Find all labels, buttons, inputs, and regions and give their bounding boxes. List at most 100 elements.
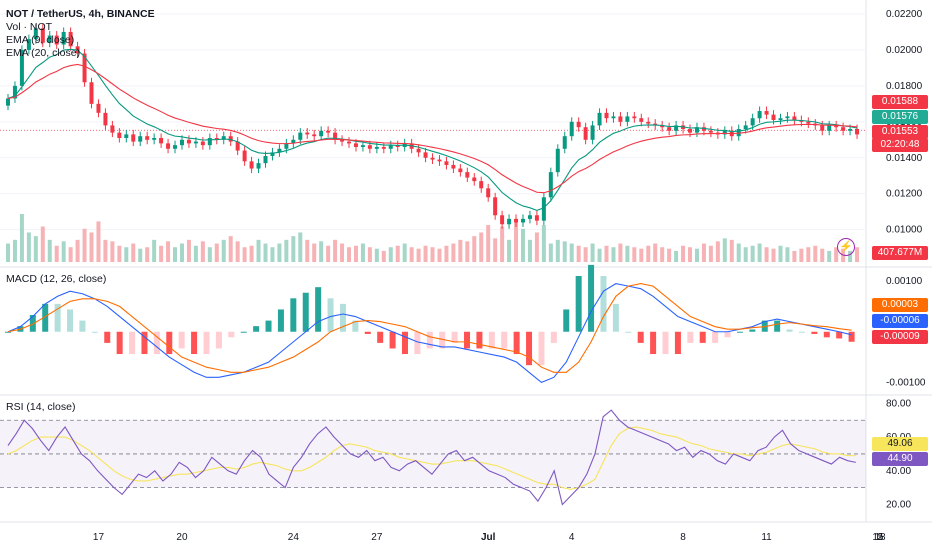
candle-body (353, 143, 358, 147)
macd-histogram-bar (612, 303, 619, 332)
macd-histogram-bar (774, 320, 781, 332)
volume-bar (701, 243, 706, 262)
candle-body (527, 215, 532, 219)
volume-bar (527, 239, 532, 262)
macd-histogram-bar (166, 331, 173, 355)
volume-bar (186, 239, 191, 262)
candle-body (736, 129, 741, 137)
volume-bar (47, 239, 52, 262)
macd-histogram-bar (339, 303, 346, 332)
candle-body (827, 125, 832, 131)
macd-histogram-bar (91, 331, 98, 333)
x-tick-label: 4 (569, 532, 575, 543)
candle-body (360, 145, 365, 147)
volume-bar (402, 243, 407, 262)
macd-signal-tag: 0.00003 (872, 298, 928, 312)
candle-body (284, 143, 289, 149)
x-tick-label: 11 (761, 532, 772, 543)
candle-body (472, 177, 477, 182)
volume-bar (848, 250, 853, 262)
candle-body (312, 134, 317, 137)
volume-bar (277, 243, 282, 262)
volume-bar (771, 248, 776, 262)
volume-bar (520, 228, 525, 262)
candle-body (40, 28, 45, 43)
volume-legend: Vol · NOT (6, 21, 53, 33)
candle-body (708, 130, 713, 133)
volume-bar (305, 239, 310, 262)
rsi-tick-label: 80.00 (886, 398, 911, 409)
candle-body (374, 146, 379, 149)
macd-histogram-bar (191, 331, 198, 355)
macd-histogram-bar (414, 331, 421, 355)
x-tick-label: 20 (176, 532, 188, 543)
macd-histogram-bar (215, 331, 222, 349)
candle-body (214, 137, 219, 140)
macd-line-tag: -0.00006 (872, 314, 928, 328)
volume-bar (722, 238, 727, 262)
candle-body (26, 39, 31, 50)
candle-body (688, 129, 693, 133)
volume-bar (757, 243, 762, 262)
volume-bar (458, 239, 463, 262)
volume-bar (750, 245, 755, 262)
candle-body (256, 163, 261, 169)
macd-histogram-bar (129, 331, 136, 355)
macd-histogram-bar (699, 331, 706, 343)
candle-body (569, 121, 574, 137)
macd-histogram-bar (67, 309, 74, 332)
volume-bar (395, 245, 400, 262)
volume-bar (855, 247, 860, 262)
candle-body (743, 125, 748, 130)
macd-hist-tag: -0.00009 (872, 330, 928, 344)
macd-histogram-bar (277, 309, 284, 332)
volume-bar (270, 247, 275, 262)
volume-bar (173, 247, 178, 262)
volume-bar (110, 241, 115, 262)
candle-body (340, 139, 345, 142)
candle-body (618, 116, 623, 122)
candle-body (500, 215, 505, 225)
candle-body (632, 116, 637, 119)
macd-histogram-bar (315, 287, 322, 332)
volume-bar (437, 248, 442, 262)
rsi-tick-label: 40.00 (886, 466, 911, 477)
candle-body (841, 127, 846, 131)
volume-bar (834, 247, 839, 262)
macd-histogram-bar (749, 329, 756, 332)
volume-bar (625, 245, 630, 262)
macd-histogram-bar (588, 264, 595, 332)
candle-body (228, 136, 233, 142)
volume-bar (569, 243, 574, 262)
volume-bar (221, 239, 226, 262)
candle-body (534, 215, 539, 221)
volume-bar (423, 245, 428, 262)
ema9-legend: EMA (9, close) (6, 34, 75, 46)
volume-bar (479, 232, 484, 262)
x-tick-label: 8 (680, 532, 686, 543)
volume-bar (319, 241, 324, 262)
candle-body (333, 132, 338, 140)
volume-bar (409, 247, 414, 262)
candle-body (249, 161, 254, 169)
lightning-icon[interactable]: ⚡ (837, 238, 855, 256)
candle-body (667, 127, 672, 131)
macd-histogram-bar (141, 331, 148, 355)
candle-body (507, 218, 512, 225)
volume-bar (207, 247, 212, 262)
candle-body (124, 134, 129, 138)
candle-body (562, 136, 567, 149)
volume-bar (618, 243, 623, 262)
volume-bar (444, 245, 449, 262)
macd-histogram-bar (327, 298, 334, 332)
x-tick-label: Jul (481, 532, 496, 543)
macd-histogram-bar (848, 331, 855, 342)
volume-bar (89, 232, 94, 262)
macd-histogram-bar (538, 331, 545, 366)
price-tick-label: 0.01400 (886, 153, 923, 164)
macd-histogram-bar (352, 320, 359, 332)
candle-body (646, 121, 651, 124)
volume-bar (340, 243, 345, 262)
candle-body (326, 130, 331, 133)
